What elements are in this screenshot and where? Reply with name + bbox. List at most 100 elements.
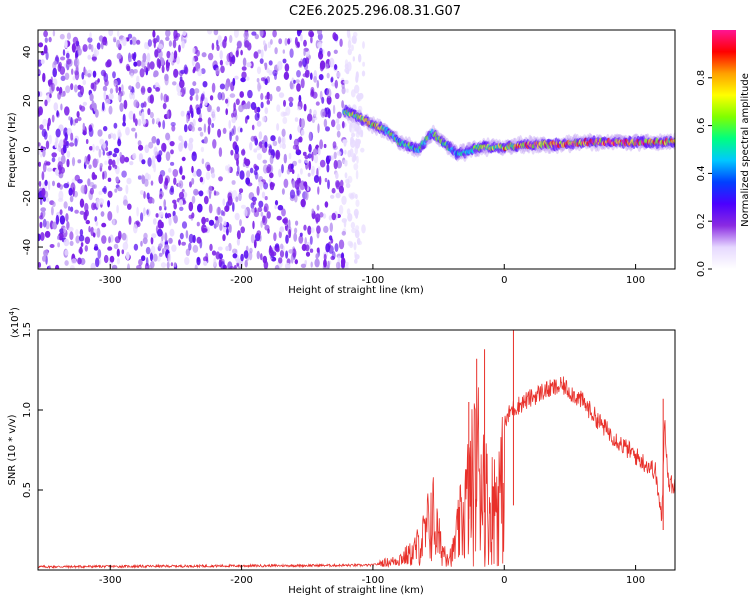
noise-speck (57, 197, 64, 202)
noise-speck (45, 161, 51, 166)
noise-speck (342, 139, 348, 144)
noise-speck (117, 138, 122, 147)
noise-speck (38, 142, 41, 147)
noise-speck (234, 212, 240, 221)
noise-speck (326, 95, 332, 105)
noise-speck (232, 253, 238, 259)
noise-speck (50, 76, 53, 85)
noise-speck (189, 95, 193, 101)
noise-speck (196, 107, 201, 115)
noise-speck (305, 251, 311, 257)
noise-speck (71, 68, 74, 75)
noise-speck (147, 157, 152, 167)
snr-x-label: Height of straight line (km) (288, 585, 424, 596)
noise-speck (320, 108, 326, 118)
noise-speck (66, 150, 71, 158)
noise-speck (311, 208, 315, 214)
noise-speck (353, 208, 359, 217)
noise-speck (87, 54, 91, 60)
noise-speck (262, 116, 267, 122)
noise-speck (205, 252, 209, 261)
noise-speck (175, 33, 181, 38)
noise-speck (272, 69, 278, 77)
colorbar-ticks: 0.0 0.2 0.4 0.6 0.8 (696, 70, 712, 277)
noise-speck (163, 93, 168, 103)
noise-speck (149, 252, 154, 262)
y-tick-label: 20 (22, 94, 33, 107)
x-tick-label: 100 (626, 575, 645, 586)
noise-speck (355, 169, 359, 180)
noise-speck (248, 251, 253, 261)
noise-speck (279, 250, 285, 258)
noise-speck (82, 101, 88, 106)
noise-speck (244, 40, 250, 48)
noise-speck (136, 75, 140, 84)
noise-speck (288, 228, 292, 239)
noise-speck (309, 108, 312, 115)
noise-speck (70, 132, 74, 141)
noise-speck (55, 128, 61, 138)
noise-speck (173, 214, 178, 224)
noise-speck (325, 107, 330, 115)
noise-speck (244, 259, 248, 268)
noise-speck (119, 151, 122, 158)
noise-speck (277, 60, 283, 71)
noise-speck (133, 99, 139, 108)
noise-speck (171, 244, 177, 252)
noise-speck (108, 150, 113, 156)
noise-speck (235, 135, 239, 142)
noise-speck (183, 140, 188, 149)
noise-speck (293, 232, 298, 242)
noise-speck (313, 76, 317, 83)
noise-speck (121, 249, 125, 255)
noise-speck (45, 140, 50, 150)
noise-speck (309, 235, 313, 245)
noise-speck (268, 145, 273, 154)
noise-speck (117, 129, 122, 139)
noise-speck (116, 52, 122, 60)
noise-speck (131, 127, 136, 132)
noise-speck (138, 258, 143, 266)
noise-speck (312, 148, 318, 156)
snr-y-label: SNR (10 * v/v) (7, 414, 18, 485)
noise-speck (251, 196, 257, 202)
noise-speck (42, 196, 47, 202)
noise-speck (82, 122, 86, 131)
noise-speck (79, 246, 83, 255)
noise-speck (64, 260, 69, 266)
noise-speck (158, 174, 163, 185)
noise-speck (70, 83, 74, 91)
noise-speck (317, 147, 321, 156)
noise-speck (349, 193, 355, 200)
snr-multiplier-base: (x10 (10, 315, 21, 338)
noise-speck (108, 165, 112, 171)
noise-speck (293, 138, 299, 147)
noise-speck (63, 238, 70, 247)
spectrogram-y-ticks: -40 -20 0 20 40 (22, 46, 43, 255)
noise-speck (342, 159, 348, 164)
y-tick-label: 1.0 (22, 402, 33, 418)
noise-speck (42, 255, 47, 262)
noise-speck (196, 168, 202, 177)
noise-speck (147, 174, 151, 180)
noise-speck (102, 85, 108, 92)
noise-speck (215, 67, 220, 75)
noise-speck (240, 204, 247, 209)
noise-speck (140, 240, 143, 247)
noise-speck (132, 92, 135, 100)
noise-speck (95, 257, 100, 268)
noise-speck (203, 260, 208, 266)
noise-speck (38, 106, 43, 116)
noise-speck (274, 47, 278, 55)
noise-speck (211, 172, 216, 179)
noise-speck (188, 121, 194, 130)
noise-speck (40, 212, 43, 218)
noise-speck (249, 167, 254, 174)
noise-speck (318, 175, 322, 186)
noise-speck (212, 112, 216, 122)
noise-speck (240, 253, 244, 262)
noise-speck (347, 39, 352, 50)
noise-speck (150, 245, 156, 255)
noise-speck (132, 113, 136, 123)
noise-speck (344, 67, 350, 74)
